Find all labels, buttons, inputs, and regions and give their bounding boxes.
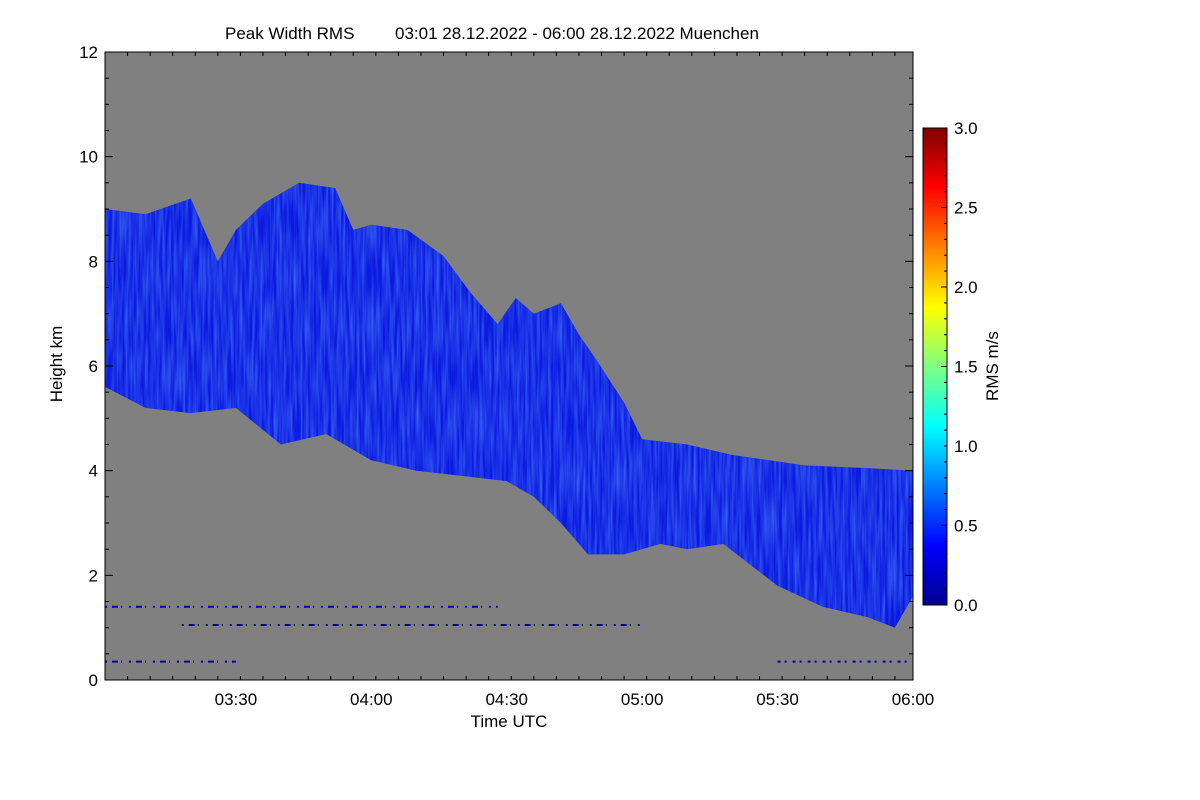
chart-title: Peak Width RMS (225, 24, 354, 43)
x-tick-label: 05:00 (621, 690, 664, 709)
colorbar-tick-label: 1.5 (954, 358, 978, 377)
y-tick-label: 0 (89, 671, 98, 690)
plot-area (105, 182, 913, 663)
y-axis-label: Height km (47, 326, 66, 403)
y-tick-label: 2 (89, 566, 98, 585)
y-tick-label: 10 (79, 148, 98, 167)
x-tick-label: 04:00 (350, 690, 393, 709)
y-tick-label: 12 (79, 43, 98, 62)
colorbar-tick-label: 2.0 (954, 278, 978, 297)
colorbar: 0.0 0.5 1.0 1.5 2.0 2.5 3.0 RMS m/s (922, 119, 1002, 615)
x-tick-label: 05:30 (756, 690, 799, 709)
x-tick-label: 04:30 (485, 690, 528, 709)
y-tick-label: 8 (89, 252, 98, 271)
colorbar-tick-label: 0.5 (954, 517, 978, 536)
colorbar-tick-label: 0.0 (954, 596, 978, 615)
y-axis: 0 2 4 6 8 10 12 (79, 43, 913, 690)
colorbar-label: RMS m/s (983, 331, 1002, 401)
x-tick-label: 03:30 (215, 690, 258, 709)
colorbar-tick-label: 1.0 (954, 437, 978, 456)
colorbar-tick-label: 2.5 (954, 199, 978, 218)
x-axis: 03:30 04:00 04:30 05:00 05:30 06:00 (104, 52, 935, 709)
x-axis-label: Time UTC (471, 712, 548, 731)
y-tick-label: 4 (89, 462, 98, 481)
cloud-echo-texture (105, 182, 913, 628)
x-tick-label: 06:00 (892, 690, 935, 709)
y-tick-label: 6 (89, 357, 98, 376)
chart-title-period: 03:01 28.12.2022 - 06:00 28.12.2022 Muen… (395, 24, 759, 43)
colorbar-tick-label: 3.0 (954, 119, 978, 138)
